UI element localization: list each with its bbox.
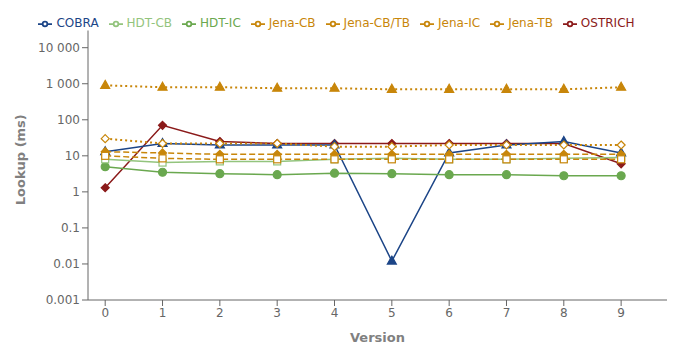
svg-text:0.1: 0.1 bbox=[61, 221, 80, 235]
svg-text:1: 1 bbox=[159, 306, 167, 320]
svg-text:10: 10 bbox=[65, 149, 80, 163]
html-text:Jena-TB: Jena-TB bbox=[508, 16, 553, 30]
svg-text:9: 9 bbox=[617, 306, 625, 320]
svg-text:3: 3 bbox=[273, 306, 281, 320]
html-text:HDT-CB: HDT-CB bbox=[126, 16, 172, 30]
svg-text:4: 4 bbox=[331, 306, 339, 320]
html-text:OSTRICH: OSTRICH bbox=[580, 16, 635, 30]
html-text:COBRA: COBRA bbox=[56, 16, 99, 30]
html-text:Jena-IC: Jena-IC bbox=[438, 16, 481, 30]
svg-text:5: 5 bbox=[388, 306, 396, 320]
svg-text:1 000: 1 000 bbox=[46, 77, 80, 91]
html-text:HDT-IC: HDT-IC bbox=[200, 16, 241, 30]
svg-text:7: 7 bbox=[503, 306, 511, 320]
svg-text:2: 2 bbox=[216, 306, 224, 320]
svg-text:0.01: 0.01 bbox=[53, 257, 80, 271]
html-text:Jena-CB/TB: Jena-CB/TB bbox=[343, 16, 410, 30]
svg-text:100: 100 bbox=[57, 113, 80, 127]
svg-text:0: 0 bbox=[101, 306, 109, 320]
svg-text:Version: Version bbox=[350, 330, 405, 345]
svg-text:10 000: 10 000 bbox=[38, 41, 80, 55]
svg-text:6: 6 bbox=[445, 306, 453, 320]
svg-text:0.001: 0.001 bbox=[46, 293, 80, 307]
svg-text:8: 8 bbox=[560, 306, 568, 320]
svg-text:Lookup (ms): Lookup (ms) bbox=[13, 114, 28, 205]
html-text:Jena-CB: Jena-CB bbox=[268, 16, 316, 30]
svg-text:1: 1 bbox=[72, 185, 80, 199]
